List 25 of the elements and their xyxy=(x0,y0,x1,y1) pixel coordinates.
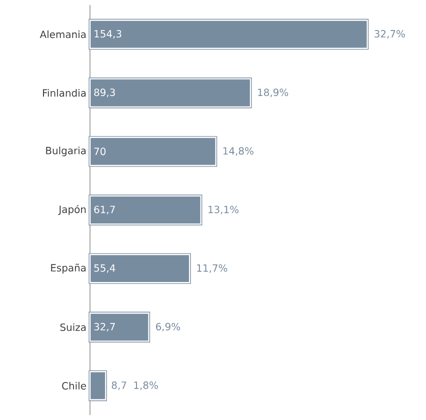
annotation: 11,7% xyxy=(197,264,228,273)
data-label: 55,4 xyxy=(94,264,116,273)
data-label: 8,7 xyxy=(112,381,126,390)
y-tick-label: España xyxy=(51,264,86,274)
y-tick-label: Japón xyxy=(58,204,86,216)
annotation: 6,9% xyxy=(156,322,180,332)
annotation: 1,8% xyxy=(134,381,158,390)
data-label: 89,3 xyxy=(94,88,115,98)
data-label: 32,7 xyxy=(94,322,115,332)
bar xyxy=(88,194,202,226)
annotation: 13,1% xyxy=(208,206,239,214)
annotation: 14,8% xyxy=(223,147,254,156)
bar xyxy=(88,78,252,108)
y-tick-label: Bulgaria xyxy=(46,146,86,156)
bar xyxy=(88,253,191,284)
data-label: 154,3 xyxy=(94,30,122,39)
annotation: 32,7% xyxy=(374,30,405,39)
y-tick-label: Suiza xyxy=(60,323,86,332)
y-tick-label: Chile xyxy=(62,382,86,390)
bar xyxy=(88,136,218,167)
annotation: 18,9% xyxy=(258,88,288,98)
data-label: 61,7 xyxy=(94,206,115,214)
data-label: 70 xyxy=(94,148,106,156)
y-tick-label: Finlandia xyxy=(42,88,86,97)
y-tick-label: Alemania xyxy=(40,30,86,38)
